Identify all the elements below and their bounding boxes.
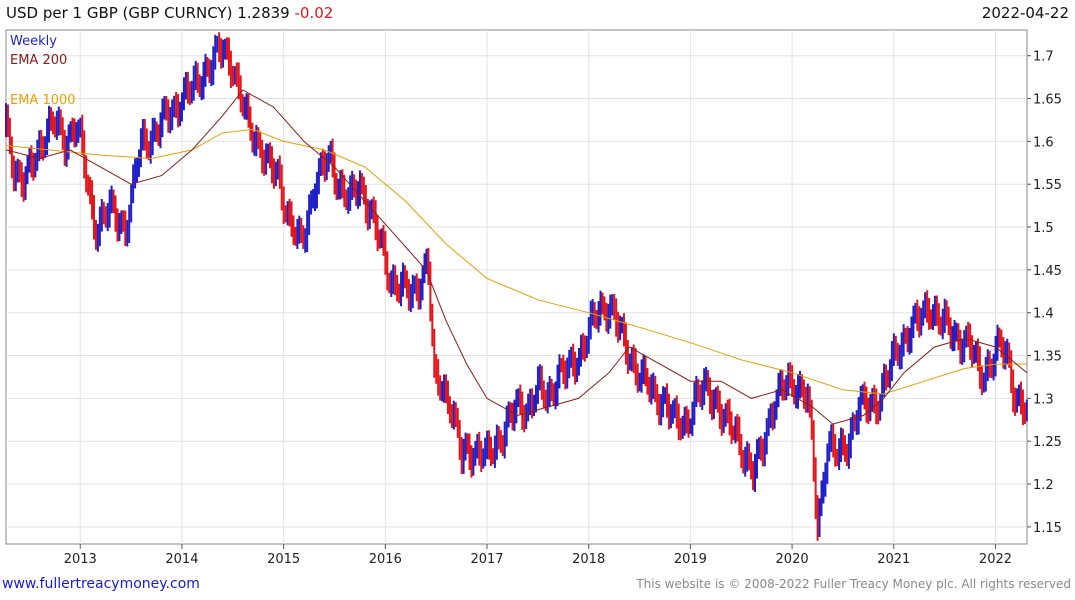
legend-ema-1000: EMA 1000 [10,93,76,108]
x-tick-label: 2018 [572,552,605,567]
x-tick-label: 2016 [369,552,402,567]
change-value: -0.02 [294,4,334,22]
x-tick-label: 2015 [267,552,300,567]
legend-ema-200: EMA 200 [10,53,67,68]
y-tick-label: 1.25 [1033,435,1062,450]
y-tick-label: 1.65 [1033,93,1062,108]
x-tick-label: 2017 [470,552,503,567]
x-tick-label: 2019 [674,552,707,567]
copyright-notice: This website is © 2008-2022 Fuller Treac… [636,577,1071,591]
y-tick-label: 1.6 [1033,135,1054,150]
title-text: USD per 1 GBP (GBP CURNCY) 1.2839 [6,4,290,22]
legend-weekly: Weekly [10,34,57,49]
gridlines [6,30,1027,544]
website-link[interactable]: www.fullertreacymoney.com [2,576,200,592]
y-tick-label: 1.45 [1033,264,1062,279]
chart-title: USD per 1 GBP (GBP CURNCY) 1.2839 -0.02 [6,4,333,22]
weekly-bars [5,32,1028,541]
y-tick-label: 1.3 [1033,392,1054,407]
x-tick-label: 2020 [776,552,809,567]
y-tick-label: 1.5 [1033,221,1054,236]
x-tick-label: 2013 [64,552,97,567]
x-tick-label: 2021 [877,552,910,567]
ema-200-line [5,89,1028,425]
y-tick-label: 1.7 [1033,50,1054,65]
y-tick-label: 1.4 [1033,307,1054,322]
x-tick-label: 2014 [165,552,198,567]
y-tick-label: 1.2 [1033,478,1054,493]
chart-date: 2022-04-22 [981,4,1069,22]
y-tick-label: 1.55 [1033,178,1062,193]
x-tick-label: 2022 [979,552,1012,567]
y-axis: 1.15 1.2 1.25 1.3 1.35 1.4 1.45 1.5 1.55 1.6 1.65 1… [1027,50,1062,536]
y-tick-label: 1.15 [1033,521,1062,536]
x-axis: 2013 2014 2015 2016 2017 2018 2019 2020 2021 2022 [64,544,1012,567]
plot-area [5,29,1028,545]
y-tick-label: 1.35 [1033,350,1062,365]
